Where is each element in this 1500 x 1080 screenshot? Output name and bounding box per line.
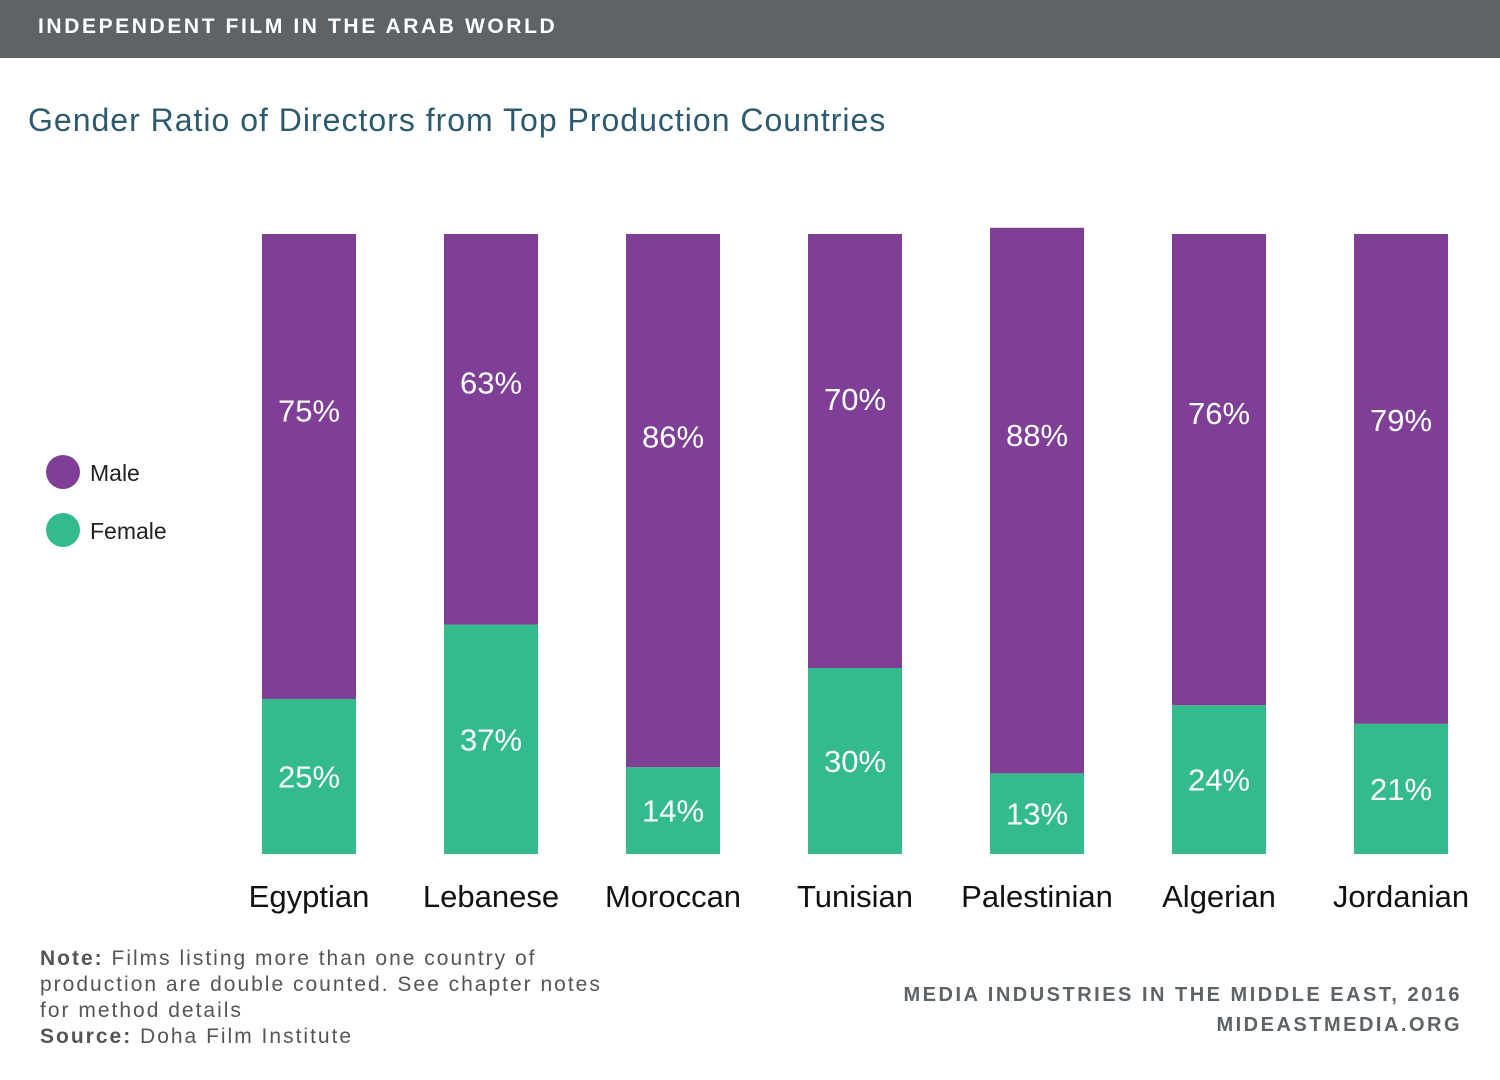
bar-male-palestinian bbox=[990, 227, 1084, 774]
category-label-algerian: Algerian bbox=[1162, 879, 1276, 914]
data-label-female-tunisian: 30% bbox=[824, 744, 886, 779]
legend-swatch-female bbox=[46, 513, 80, 547]
note-block: Note: Films listing more than one countr… bbox=[40, 946, 640, 1050]
bar-female-moroccan bbox=[626, 767, 720, 854]
data-label-female-moroccan: 14% bbox=[642, 794, 704, 829]
data-label-male-jordanian: 79% bbox=[1370, 403, 1432, 438]
data-label-female-egyptian: 25% bbox=[278, 760, 340, 795]
data-label-female-palestinian: 13% bbox=[1006, 797, 1068, 832]
data-label-male-egyptian: 75% bbox=[278, 394, 340, 429]
bar-male-algerian bbox=[1172, 234, 1266, 706]
legend-swatch-male bbox=[46, 455, 80, 489]
footer-line-1: MEDIA INDUSTRIES IN THE MIDDLE EAST, 201… bbox=[903, 984, 1462, 1006]
data-label-male-palestinian: 88% bbox=[1006, 418, 1068, 453]
bar-female-tunisian bbox=[808, 668, 902, 854]
chart-title: Gender Ratio of Directors from Top Produ… bbox=[28, 102, 887, 138]
data-label-male-moroccan: 86% bbox=[642, 420, 704, 455]
footer-credit: MEDIA INDUSTRIES IN THE MIDDLE EAST, 201… bbox=[904, 980, 1463, 1040]
header-title: INDEPENDENT FILM IN THE ARAB WORLD bbox=[38, 15, 558, 38]
bar-male-tunisian bbox=[808, 234, 902, 668]
bar-female-palestinian bbox=[990, 773, 1084, 854]
bar-male-moroccan bbox=[626, 234, 720, 768]
note-label: Note: bbox=[40, 947, 104, 970]
data-label-male-algerian: 76% bbox=[1188, 396, 1250, 431]
data-label-male-lebanese: 63% bbox=[460, 365, 522, 400]
note-text: Films listing more than one country of p… bbox=[40, 947, 602, 1022]
category-label-egyptian: Egyptian bbox=[249, 879, 370, 914]
category-label-jordanian: Jordanian bbox=[1333, 879, 1469, 914]
bar-female-egyptian bbox=[262, 699, 356, 854]
bar-male-egyptian bbox=[262, 234, 356, 699]
bar-male-lebanese bbox=[444, 234, 538, 625]
bar-female-lebanese bbox=[444, 624, 538, 854]
legend-label-male: Male bbox=[90, 460, 140, 486]
bar-female-jordanian bbox=[1354, 723, 1448, 854]
category-label-tunisian: Tunisian bbox=[797, 879, 913, 914]
legend-label-female: Female bbox=[90, 518, 167, 544]
category-label-moroccan: Moroccan bbox=[605, 879, 741, 914]
category-label-lebanese: Lebanese bbox=[423, 879, 559, 914]
data-label-female-jordanian: 21% bbox=[1370, 772, 1432, 807]
bar-female-algerian bbox=[1172, 705, 1266, 854]
data-label-male-tunisian: 70% bbox=[824, 382, 886, 417]
category-label-palestinian: Palestinian bbox=[961, 879, 1113, 914]
source-text: Doha Film Institute bbox=[140, 1025, 354, 1048]
bar-male-jordanian bbox=[1354, 234, 1448, 724]
data-label-female-algerian: 24% bbox=[1188, 763, 1250, 798]
footer-line-2: MIDEASTMEDIA.ORG bbox=[1216, 1014, 1462, 1036]
source-label: Source: bbox=[40, 1025, 133, 1048]
header-band: INDEPENDENT FILM IN THE ARAB WORLD bbox=[0, 0, 1500, 58]
data-label-female-lebanese: 37% bbox=[460, 722, 522, 757]
